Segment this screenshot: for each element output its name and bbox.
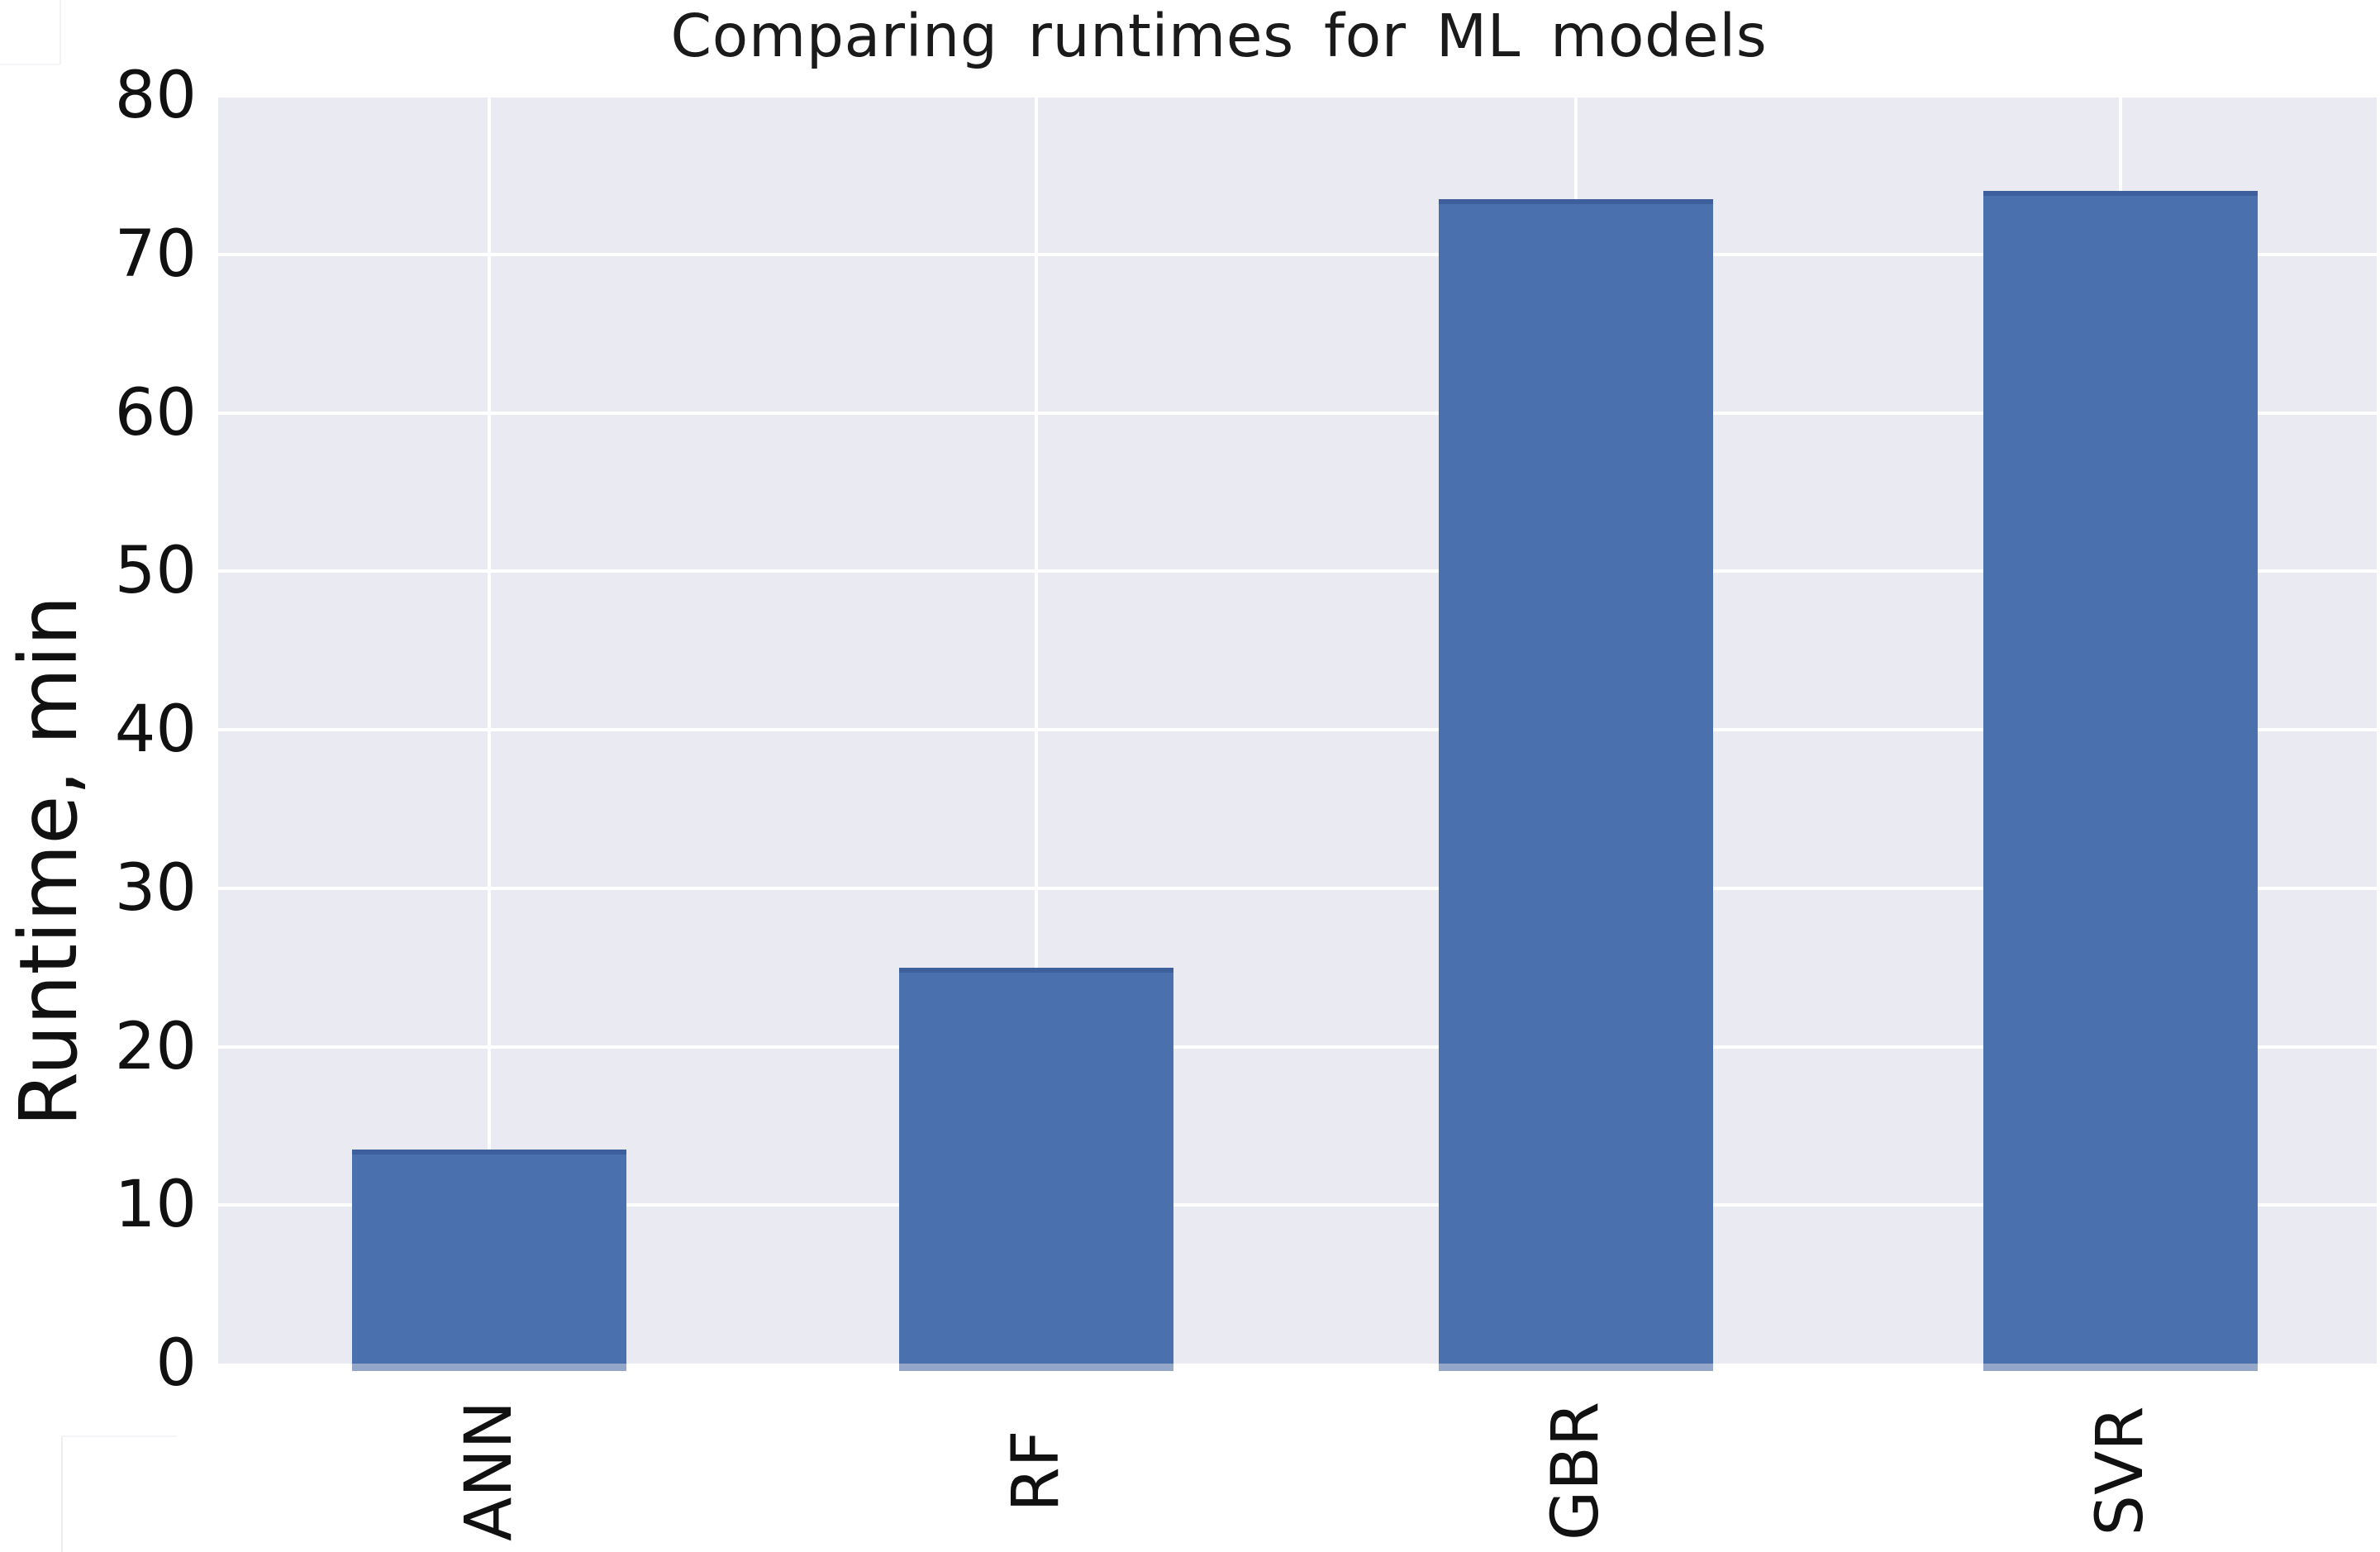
bar-SVR <box>1983 191 2258 1371</box>
gridline-y-70 <box>218 252 2377 256</box>
gridline-y-40 <box>218 728 2377 731</box>
screenshot-seam-artifact <box>61 1435 63 1552</box>
gridline-y-60 <box>218 411 2377 415</box>
gridline-x-ANN <box>488 96 491 1364</box>
x-tick-label-GBR: GBR <box>1539 1401 1613 1541</box>
gridline-x-RF <box>1035 96 1038 1364</box>
bar-ANN <box>352 1150 626 1371</box>
screenshot-seam-artifact <box>61 1435 177 1437</box>
screenshot-seam-artifact <box>0 64 60 65</box>
y-tick-label-50: 50 <box>114 534 197 609</box>
gridline-y-50 <box>218 569 2377 574</box>
gridline-y-20 <box>218 1045 2377 1049</box>
y-tick-label-80: 80 <box>114 59 197 133</box>
y-tick-label-20: 20 <box>114 1009 197 1084</box>
x-tick-label-ANN: ANN <box>452 1400 526 1542</box>
gridline-y-30 <box>218 886 2377 890</box>
y-tick-label-30: 30 <box>114 850 197 926</box>
y-tick-label-0: 0 <box>155 1326 197 1401</box>
x-tick-label-SVR: SVR <box>2083 1406 2158 1536</box>
y-tick-label-40: 40 <box>114 693 197 767</box>
bar-RF <box>899 968 1173 1371</box>
bar-GBR <box>1439 199 1713 1371</box>
y-tick-label-10: 10 <box>114 1168 197 1243</box>
plot-area <box>218 94 2377 1371</box>
y-tick-label-60: 60 <box>114 375 197 450</box>
chart-title: Comparing runtimes for ML models <box>670 2 1768 70</box>
gridline-y-10 <box>218 1203 2377 1207</box>
x-tick-label-RF: RF <box>999 1430 1073 1512</box>
y-tick-label-70: 70 <box>114 217 197 292</box>
gridline-y-80 <box>218 94 2377 98</box>
